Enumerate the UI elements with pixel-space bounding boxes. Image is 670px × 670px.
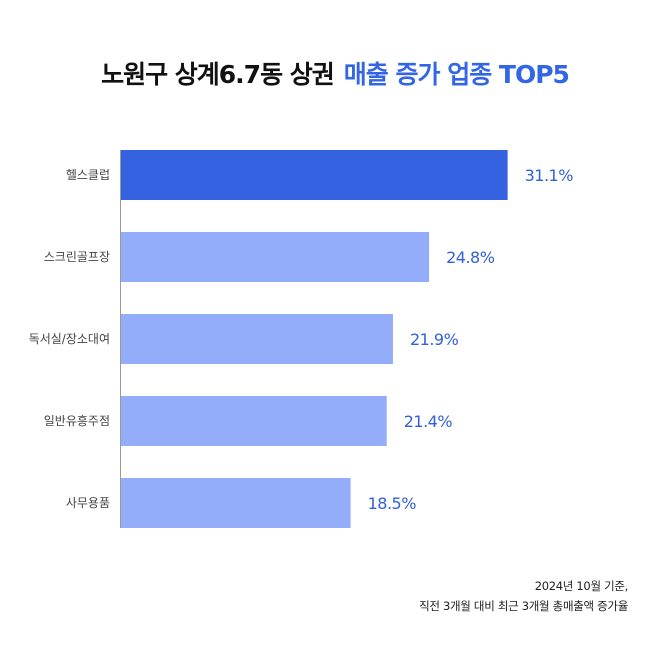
footnote-line-1: 2024년 10월 기준,	[534, 579, 629, 593]
value-label-0: 31.1%	[525, 166, 574, 185]
footnote: 2024년 10월 기준, 직전 3개월 대비 최근 3개월 총매출액 증가율	[419, 576, 628, 616]
title-main: 노원구 상계6.7동 상권	[101, 60, 335, 89]
bar-1	[120, 232, 430, 282]
value-label-1: 24.8%	[446, 248, 495, 267]
category-label-1: 스크린골프장	[44, 250, 110, 264]
bar-2	[120, 314, 393, 364]
value-label-3: 21.4%	[404, 412, 453, 431]
category-label-4: 사무용품	[66, 496, 110, 510]
category-label-2: 독서실/장소대여	[29, 332, 110, 346]
chart-title: 노원구 상계6.7동 상권 매출 증가 업종 TOP5	[0, 55, 670, 91]
value-label-2: 21.9%	[410, 330, 459, 349]
title-accent: 매출 증가 업종 TOP5	[343, 60, 570, 89]
value-label-4: 18.5%	[368, 494, 417, 513]
bar-3	[120, 396, 387, 446]
category-label-3: 일반유흥주점	[44, 414, 110, 428]
bar-0	[120, 150, 508, 200]
category-label-0: 헬스클럽	[66, 168, 110, 182]
footnote-line-2: 직전 3개월 대비 최근 3개월 총매출액 증가율	[419, 599, 628, 613]
bar-4	[120, 478, 351, 528]
